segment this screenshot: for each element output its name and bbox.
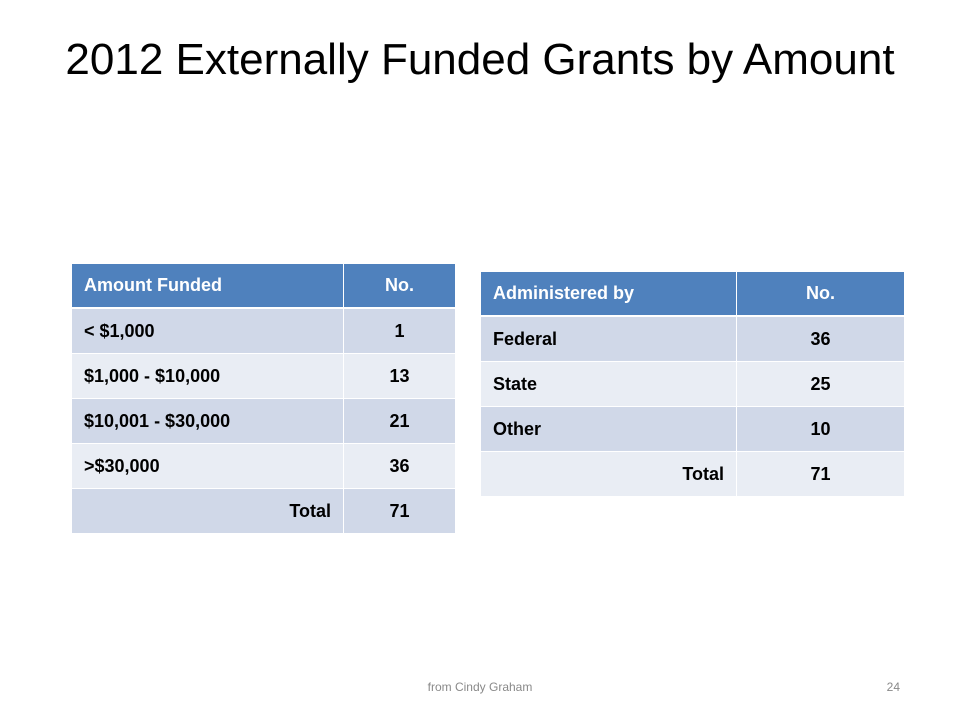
slide-title: 2012 Externally Funded Grants by Amount: [65, 35, 895, 84]
count-cell: 10: [737, 407, 904, 452]
column-header-amount-funded: Amount Funded: [72, 264, 344, 309]
administrator-cell: Federal: [481, 317, 737, 362]
administrator-cell: Other: [481, 407, 737, 452]
column-header-administered-by: Administered by: [481, 272, 737, 317]
total-row: Total 71: [72, 489, 455, 534]
table-row: $10,001 - $30,000 21: [72, 399, 455, 444]
table-row: >$30,000 36: [72, 444, 455, 489]
amount-range-cell: < $1,000: [72, 309, 344, 354]
amount-range-cell: $1,000 - $10,000: [72, 354, 344, 399]
total-label: Total: [481, 452, 737, 497]
total-count-cell: 71: [737, 452, 904, 497]
table-row: Federal 36: [481, 317, 904, 362]
table-row: $1,000 - $10,000 13: [72, 354, 455, 399]
total-label: Total: [72, 489, 344, 534]
amount-range-cell: $10,001 - $30,000: [72, 399, 344, 444]
count-cell: 21: [344, 399, 455, 444]
table-header-row: Administered by No.: [481, 272, 904, 317]
administrator-cell: State: [481, 362, 737, 407]
table-row: Other 10: [481, 407, 904, 452]
page-number: 24: [886, 680, 900, 694]
table-row: < $1,000 1: [72, 309, 455, 354]
total-count-cell: 71: [344, 489, 455, 534]
count-cell: 13: [344, 354, 455, 399]
amount-range-cell: >$30,000: [72, 444, 344, 489]
administered-by-table: Administered by No. Federal 36 State 25 …: [481, 272, 904, 497]
total-row: Total 71: [481, 452, 904, 497]
table-header-row: Amount Funded No.: [72, 264, 455, 309]
column-header-count: No.: [737, 272, 904, 317]
footer-source: from Cindy Graham: [427, 680, 533, 694]
column-header-count: No.: [344, 264, 455, 309]
table-row: State 25: [481, 362, 904, 407]
count-cell: 25: [737, 362, 904, 407]
count-cell: 36: [737, 317, 904, 362]
count-cell: 1: [344, 309, 455, 354]
amount-funded-table: Amount Funded No. < $1,000 1 $1,000 - $1…: [72, 264, 455, 534]
count-cell: 36: [344, 444, 455, 489]
